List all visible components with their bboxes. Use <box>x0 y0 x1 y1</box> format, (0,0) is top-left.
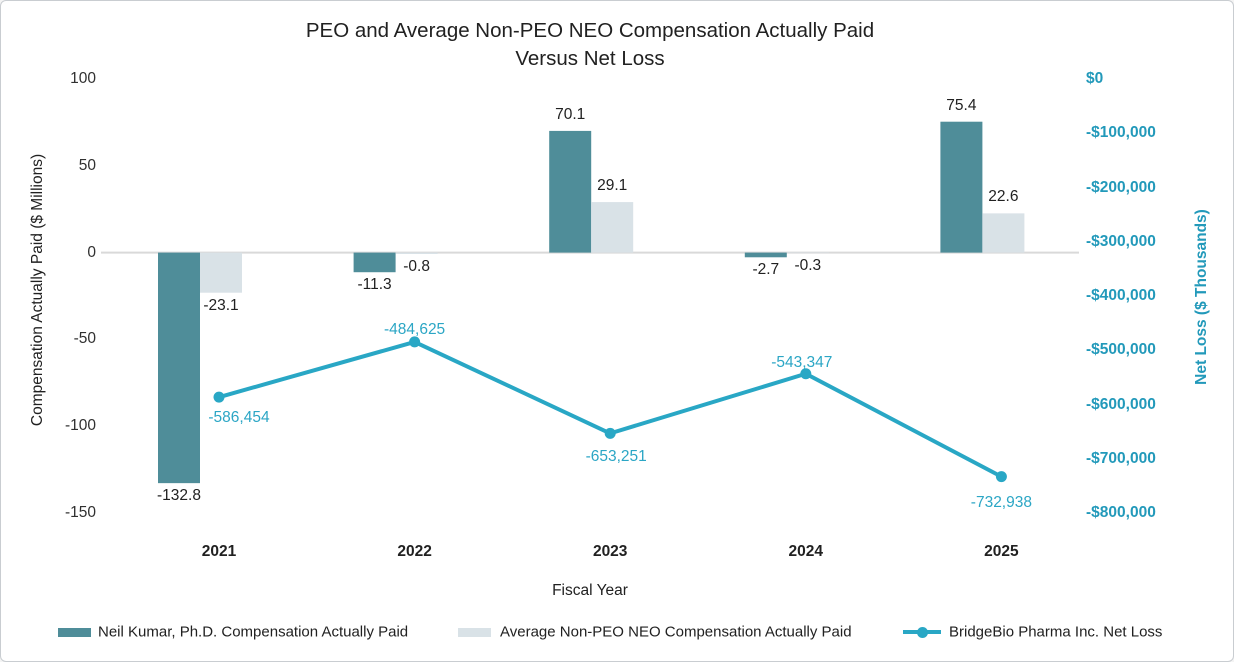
peo-bar-2021 <box>158 252 200 484</box>
peo-bar-2025 <box>940 121 983 253</box>
peo-bar-2023 <box>549 130 592 253</box>
bar-value-label: -11.3 <box>357 276 392 294</box>
x-tick-2022: 2022 <box>397 543 432 560</box>
right-axis-tick: -$200,000 <box>1086 178 1156 196</box>
legend-swatch-net-loss-marker <box>916 626 928 638</box>
net-loss-point-2025 <box>995 471 1007 483</box>
bar-value-label: 22.6 <box>988 188 1019 206</box>
legend-label-3: BridgeBio Pharma Inc. Net Loss <box>949 623 1163 641</box>
bar-value-label: -132.8 <box>157 487 201 505</box>
chart-title: PEO and Average Non-PEO NEO Compensation… <box>101 17 1079 73</box>
neo-bar-2024 <box>786 252 829 254</box>
bar-value-label: -0.8 <box>403 257 430 275</box>
neo-bar-2023 <box>591 202 634 253</box>
neo-bar-2021 <box>200 252 242 293</box>
neo-bar-2022 <box>395 252 438 254</box>
line-value-label: -484,625 <box>383 320 446 338</box>
left-axis-tick: -50 <box>73 330 96 348</box>
peo-bar-2022 <box>353 252 396 273</box>
x-tick-2025: 2025 <box>984 543 1019 560</box>
legend-label-1: Neil Kumar, Ph.D. Compensation Actually … <box>98 623 409 641</box>
bar-value-label: 75.4 <box>946 96 977 114</box>
line-value-label: -732,938 <box>970 493 1032 511</box>
line-value-label: -586,454 <box>208 409 270 427</box>
bar-value-label: -2.7 <box>752 261 780 279</box>
right-axis-tick: -$600,000 <box>1086 395 1156 413</box>
right-axis-tick: -$500,000 <box>1086 341 1156 359</box>
line-value-label: -653,251 <box>585 448 647 466</box>
x-axis-title: Fiscal Year <box>552 582 628 599</box>
right-axis-tick: -$700,000 <box>1086 449 1156 467</box>
bar-value-label: 29.1 <box>597 177 628 195</box>
left-axis-tick: 50 <box>78 156 96 174</box>
peo-bar-2024 <box>744 252 787 258</box>
right-axis-tick: -$800,000 <box>1086 504 1156 521</box>
net-loss-point-2021 <box>213 391 225 403</box>
legend-swatch-neo <box>458 627 491 637</box>
chart-title-line1: PEO and Average Non-PEO NEO Compensation… <box>305 19 875 42</box>
left-axis-tick: -150 <box>64 504 96 521</box>
net-loss-point-2023 <box>604 427 616 439</box>
net-loss-point-2022 <box>409 336 421 348</box>
right-axis-tick: -$100,000 <box>1086 124 1156 142</box>
x-tick-2021: 2021 <box>201 543 237 560</box>
x-tick-2023: 2023 <box>592 543 628 560</box>
bar-value-label: 70.1 <box>555 105 586 123</box>
chart-title-line2: Versus Net Loss <box>515 47 665 70</box>
right-axis-tick: $0 <box>1086 70 1104 87</box>
net-loss-point-2024 <box>800 368 812 380</box>
bar-value-label: -0.3 <box>794 257 822 275</box>
line-value-label: -543,347 <box>771 353 833 371</box>
neo-bar-2025 <box>982 213 1025 253</box>
x-tick-2024: 2024 <box>788 543 824 560</box>
right-axis-tick: -$300,000 <box>1086 232 1156 250</box>
left-axis-tick: -100 <box>64 417 96 435</box>
legend-label-2: Average Non-PEO NEO Compensation Actuall… <box>500 623 852 641</box>
right-axis-tick: -$400,000 <box>1086 287 1156 304</box>
legend-swatch-peo <box>58 627 91 637</box>
bar-value-label: -23.1 <box>203 296 239 314</box>
left-axis-tick: 0 <box>87 243 96 261</box>
left-axis-tick: 100 <box>70 70 96 87</box>
